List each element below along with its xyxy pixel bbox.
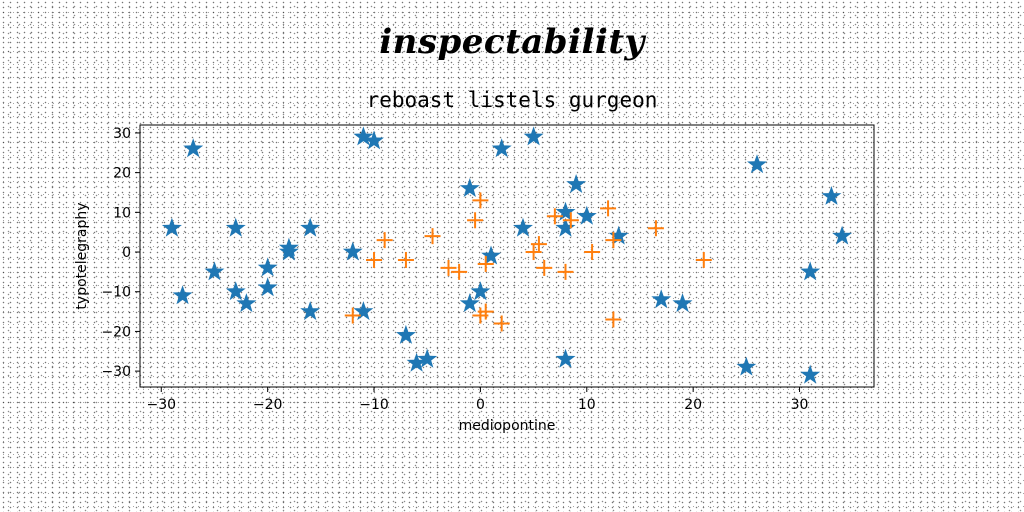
plus-point — [557, 263, 574, 280]
star-point — [278, 241, 299, 261]
star-point — [300, 217, 321, 237]
plus-point — [467, 212, 484, 229]
star-point — [566, 174, 587, 193]
star-point — [300, 301, 321, 321]
plus-point — [366, 251, 383, 268]
plus-point — [477, 255, 494, 272]
plus-point — [605, 311, 622, 328]
star-point — [523, 126, 544, 146]
x-axis-ticks: −30 −20 −10 0 10 20 30 — [147, 387, 809, 413]
star-point — [342, 241, 363, 261]
star-point — [225, 281, 246, 301]
star-point — [491, 138, 512, 158]
star-point — [353, 301, 374, 321]
star-point — [555, 217, 576, 237]
star-point — [608, 225, 629, 245]
y-tick-label: 30 — [113, 126, 131, 142]
y-tick-label: 20 — [113, 166, 131, 182]
star-point — [736, 356, 757, 376]
star-point — [821, 186, 842, 205]
star-point — [651, 289, 672, 309]
plus-point — [451, 263, 468, 280]
y-tick-label: −10 — [101, 285, 131, 301]
star-point — [459, 178, 480, 197]
star-point — [470, 281, 491, 301]
star-point — [364, 130, 384, 150]
star-point — [481, 245, 501, 265]
y-tick-label: −30 — [101, 364, 131, 380]
axes-frame — [139, 124, 875, 388]
x-tick-label: 20 — [684, 397, 702, 413]
plus-point — [546, 208, 563, 225]
plus-point — [605, 232, 622, 249]
y-tick-label: 0 — [122, 245, 131, 261]
plus-point — [536, 259, 553, 276]
star-point — [513, 217, 533, 237]
y-axis-ticks: −30 −20 −10 0 10 20 30 — [101, 126, 140, 380]
y-tick-label: 10 — [113, 205, 131, 221]
x-axis-label: mediopontine — [459, 418, 556, 434]
star-point — [417, 348, 438, 368]
plus-point — [562, 212, 579, 229]
x-tick-label: −10 — [359, 397, 389, 413]
star-point — [225, 217, 246, 237]
star-point — [236, 293, 257, 313]
y-axis-label: typotelegraphy — [74, 202, 90, 309]
plus-point — [472, 192, 489, 209]
star-point — [257, 277, 278, 297]
figure-suptitle: inspectability — [379, 22, 645, 62]
plus-point — [493, 315, 510, 332]
plus-point — [397, 251, 414, 268]
star-point — [555, 201, 576, 221]
plus-point — [600, 200, 617, 217]
x-tick-label: −20 — [253, 397, 283, 413]
star-point — [576, 205, 597, 225]
star-point — [747, 154, 767, 174]
plus-point — [477, 303, 494, 320]
star-point — [183, 138, 204, 158]
plus-point — [440, 259, 457, 276]
star-point — [800, 261, 821, 281]
star-point — [406, 352, 427, 372]
plot-marks — [161, 126, 853, 384]
x-tick-label: 10 — [578, 397, 596, 413]
star-point — [459, 293, 480, 313]
x-tick-label: −30 — [147, 397, 177, 413]
star-point — [172, 285, 193, 305]
star-point — [396, 324, 416, 344]
star-point — [672, 293, 693, 313]
plus-point — [530, 236, 547, 253]
plus-point — [584, 244, 601, 261]
plus-point — [376, 232, 393, 249]
y-tick-label: −20 — [101, 324, 131, 340]
plus-point — [647, 220, 664, 237]
x-tick-label: 30 — [791, 397, 809, 413]
x-tick-label: 0 — [476, 397, 485, 413]
star-point — [353, 126, 374, 146]
star-point — [257, 257, 278, 277]
star-point — [204, 261, 225, 281]
plus-point — [344, 307, 361, 324]
star-point — [832, 225, 853, 245]
star-point — [161, 217, 182, 237]
plus-point — [424, 228, 441, 245]
star-point — [800, 364, 821, 384]
plus-point — [695, 251, 712, 268]
chart-title: reboast listels gurgeon — [366, 88, 658, 112]
star-point — [555, 348, 576, 368]
